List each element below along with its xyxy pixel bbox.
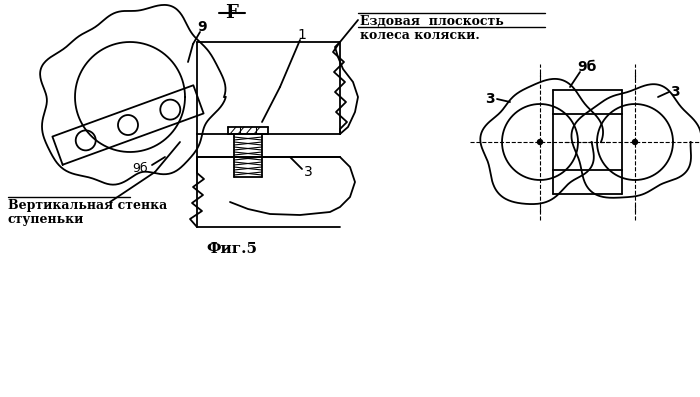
Text: Вертикальная стенка: Вертикальная стенка [8,199,167,212]
Text: Фиг.5: Фиг.5 [206,242,258,256]
Text: 9б: 9б [132,162,148,175]
Text: 3: 3 [670,85,680,99]
Text: F: F [225,4,239,22]
Text: колеса коляски.: колеса коляски. [360,29,480,42]
Text: 1: 1 [298,28,307,42]
Text: Ездовая  плоскость: Ездовая плоскость [360,15,504,28]
Text: 9: 9 [197,20,206,34]
Circle shape [633,139,638,145]
Text: 3: 3 [485,92,495,106]
Circle shape [538,139,542,145]
Text: 3: 3 [304,165,312,179]
Text: 9б: 9б [578,60,596,74]
Text: ступеньки: ступеньки [8,213,85,226]
